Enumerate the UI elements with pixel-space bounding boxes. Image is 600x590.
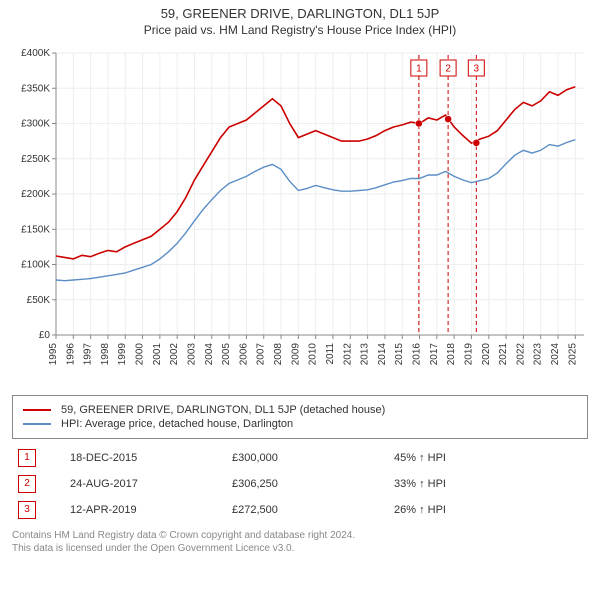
svg-text:2003: 2003 <box>186 343 197 366</box>
svg-text:1999: 1999 <box>117 343 128 366</box>
transaction-row: 3 12-APR-2019£272,50026% ↑ HPI <box>12 497 588 523</box>
svg-text:£200K: £200K <box>21 189 50 200</box>
svg-text:2023: 2023 <box>533 343 544 366</box>
svg-text:2002: 2002 <box>169 343 180 366</box>
svg-text:2022: 2022 <box>515 343 526 366</box>
svg-text:2025: 2025 <box>567 343 578 366</box>
svg-text:2006: 2006 <box>238 343 249 366</box>
svg-text:2014: 2014 <box>377 343 388 366</box>
svg-text:2013: 2013 <box>360 343 371 366</box>
footer-attribution: Contains HM Land Registry data © Crown c… <box>12 529 588 555</box>
svg-text:1995: 1995 <box>48 343 59 366</box>
svg-text:£100K: £100K <box>21 260 50 271</box>
svg-text:£150K: £150K <box>21 224 50 235</box>
legend-row-1: 59, GREENER DRIVE, DARLINGTON, DL1 5JP (… <box>23 404 577 416</box>
svg-text:2021: 2021 <box>498 343 509 366</box>
svg-text:2009: 2009 <box>290 343 301 366</box>
svg-text:2004: 2004 <box>204 343 215 366</box>
svg-text:3: 3 <box>474 64 480 75</box>
svg-text:1998: 1998 <box>100 343 111 366</box>
transaction-date: 24-AUG-2017 <box>64 471 226 497</box>
svg-text:2007: 2007 <box>256 343 267 366</box>
svg-text:2011: 2011 <box>325 343 336 365</box>
transaction-row: 1 18-DEC-2015£300,00045% ↑ HPI <box>12 445 588 471</box>
transaction-price: £306,250 <box>226 471 388 497</box>
svg-text:1: 1 <box>416 64 422 75</box>
svg-text:2015: 2015 <box>394 343 405 366</box>
page-subtitle: Price paid vs. HM Land Registry's House … <box>8 23 592 37</box>
svg-text:2019: 2019 <box>463 343 474 366</box>
transaction-row: 2 24-AUG-2017£306,25033% ↑ HPI <box>12 471 588 497</box>
svg-text:£300K: £300K <box>21 119 50 130</box>
transaction-marker: 3 <box>18 501 36 519</box>
svg-text:2: 2 <box>445 64 451 75</box>
footer-line-2: This data is licensed under the Open Gov… <box>12 542 588 555</box>
transaction-price: £272,500 <box>226 497 388 523</box>
legend-label-2: HPI: Average price, detached house, Darl… <box>61 418 293 430</box>
svg-text:£350K: £350K <box>21 83 50 94</box>
svg-text:2024: 2024 <box>550 343 561 366</box>
svg-text:2016: 2016 <box>412 343 423 366</box>
transaction-delta: 26% ↑ HPI <box>388 497 588 523</box>
chart-container: 59, GREENER DRIVE, DARLINGTON, DL1 5JP P… <box>0 0 600 563</box>
footer-line-1: Contains HM Land Registry data © Crown c… <box>12 529 588 542</box>
svg-text:2005: 2005 <box>221 343 232 366</box>
svg-text:£50K: £50K <box>27 295 51 306</box>
legend-swatch-2 <box>23 423 51 425</box>
page-title: 59, GREENER DRIVE, DARLINGTON, DL1 5JP <box>8 6 592 21</box>
svg-text:2017: 2017 <box>429 343 440 366</box>
transaction-delta: 45% ↑ HPI <box>388 445 588 471</box>
legend-label-1: 59, GREENER DRIVE, DARLINGTON, DL1 5JP (… <box>61 404 385 416</box>
legend-box: 59, GREENER DRIVE, DARLINGTON, DL1 5JP (… <box>12 395 588 439</box>
transaction-price: £300,000 <box>226 445 388 471</box>
chart-area: £0 £50K £100K £150K £200K £250K £300K £350K £400… <box>8 45 592 385</box>
svg-text:2018: 2018 <box>446 343 457 366</box>
legend-swatch-1 <box>23 409 51 411</box>
line-chart-svg: £0 £50K £100K £150K £200K £250K £300K £350K £400… <box>8 45 592 385</box>
svg-text:1997: 1997 <box>83 343 94 366</box>
transaction-delta: 33% ↑ HPI <box>388 471 588 497</box>
svg-text:2010: 2010 <box>308 343 319 366</box>
svg-text:£250K: £250K <box>21 154 50 165</box>
svg-text:2020: 2020 <box>481 343 492 366</box>
svg-text:£400K: £400K <box>21 48 50 59</box>
legend-row-2: HPI: Average price, detached house, Darl… <box>23 418 577 430</box>
transaction-marker: 1 <box>18 449 36 467</box>
svg-text:2000: 2000 <box>135 343 146 366</box>
transaction-date: 12-APR-2019 <box>64 497 226 523</box>
transaction-marker: 2 <box>18 475 36 493</box>
svg-text:£0: £0 <box>39 330 51 341</box>
transactions-table: 1 18-DEC-2015£300,00045% ↑ HPI 2 24-AUG-201… <box>12 445 588 523</box>
svg-text:2001: 2001 <box>152 343 163 366</box>
svg-text:1996: 1996 <box>65 343 76 366</box>
transaction-date: 18-DEC-2015 <box>64 445 226 471</box>
svg-text:2008: 2008 <box>273 343 284 366</box>
svg-text:2012: 2012 <box>342 343 353 366</box>
